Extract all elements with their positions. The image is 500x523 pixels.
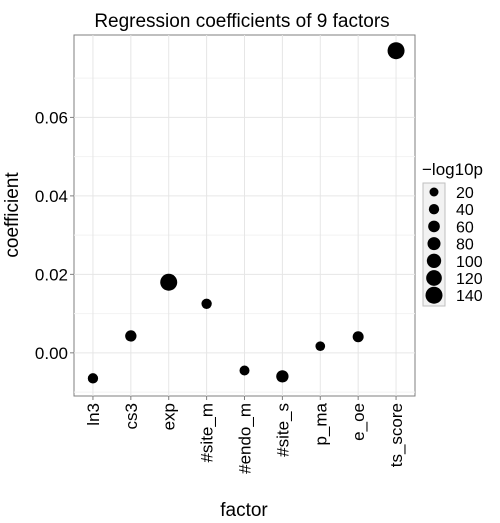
legend-key bbox=[425, 286, 443, 304]
legend-label: 80 bbox=[456, 237, 474, 254]
x-tick-label: ln3 bbox=[84, 403, 103, 426]
data-point bbox=[315, 341, 326, 351]
x-axis-ticks: ln3 cs3 exp #site_m #endo_m #site_s p_ma e_oe ts… bbox=[84, 396, 406, 474]
legend-label: 60 bbox=[456, 219, 474, 236]
legend-label: 120 bbox=[456, 271, 483, 288]
chart-title: Regression coefficients of 9 factors bbox=[94, 11, 389, 32]
legend-label: 140 bbox=[456, 288, 483, 305]
x-tick-label: #endo_m bbox=[236, 403, 255, 474]
y-tick-label: 0.04 bbox=[35, 187, 68, 206]
x-tick-label: exp bbox=[160, 403, 179, 430]
legend-label: 40 bbox=[456, 202, 474, 219]
legend-key bbox=[428, 220, 440, 233]
legend-label: 100 bbox=[456, 254, 483, 271]
x-axis-title: factor bbox=[220, 500, 268, 521]
data-point bbox=[125, 330, 137, 342]
legend-key bbox=[428, 204, 440, 215]
y-tick-label: 0.00 bbox=[35, 344, 68, 363]
legend-label: 20 bbox=[456, 185, 474, 202]
x-tick-label: p_ma bbox=[311, 402, 330, 445]
data-point bbox=[387, 42, 405, 60]
x-tick-label: e_oe bbox=[349, 403, 368, 441]
x-tick-label: cs3 bbox=[122, 403, 141, 429]
x-tick-label: #site_m bbox=[198, 403, 217, 463]
x-tick-label: ts_score bbox=[387, 403, 406, 467]
data-point bbox=[201, 298, 212, 309]
data-points bbox=[87, 42, 405, 384]
data-point bbox=[352, 331, 364, 343]
legend-key bbox=[429, 187, 439, 197]
y-tick-label: 0.02 bbox=[35, 265, 68, 284]
data-point bbox=[87, 373, 99, 384]
data-point bbox=[160, 273, 178, 291]
legend-key bbox=[426, 253, 442, 268]
y-axis-title: coefficient bbox=[2, 172, 23, 258]
data-point bbox=[276, 370, 289, 383]
legend-title: −log10p bbox=[422, 160, 483, 179]
data-point bbox=[239, 365, 250, 376]
legend-key bbox=[426, 270, 442, 286]
grid-lines bbox=[74, 35, 415, 396]
y-axis-ticks: 0.00 0.02 0.04 0.06 bbox=[35, 108, 74, 363]
x-tick-label: #site_s bbox=[273, 403, 292, 457]
y-tick-label: 0.06 bbox=[35, 108, 68, 127]
legend-key bbox=[427, 237, 441, 251]
